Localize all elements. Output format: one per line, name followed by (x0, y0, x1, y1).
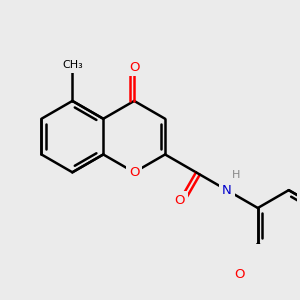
Text: O: O (174, 194, 185, 207)
Text: O: O (235, 268, 245, 281)
Text: O: O (129, 61, 140, 74)
Text: CH₃: CH₃ (62, 60, 83, 70)
Text: N: N (222, 184, 232, 197)
Text: H: H (232, 170, 240, 180)
Text: O: O (129, 166, 140, 179)
